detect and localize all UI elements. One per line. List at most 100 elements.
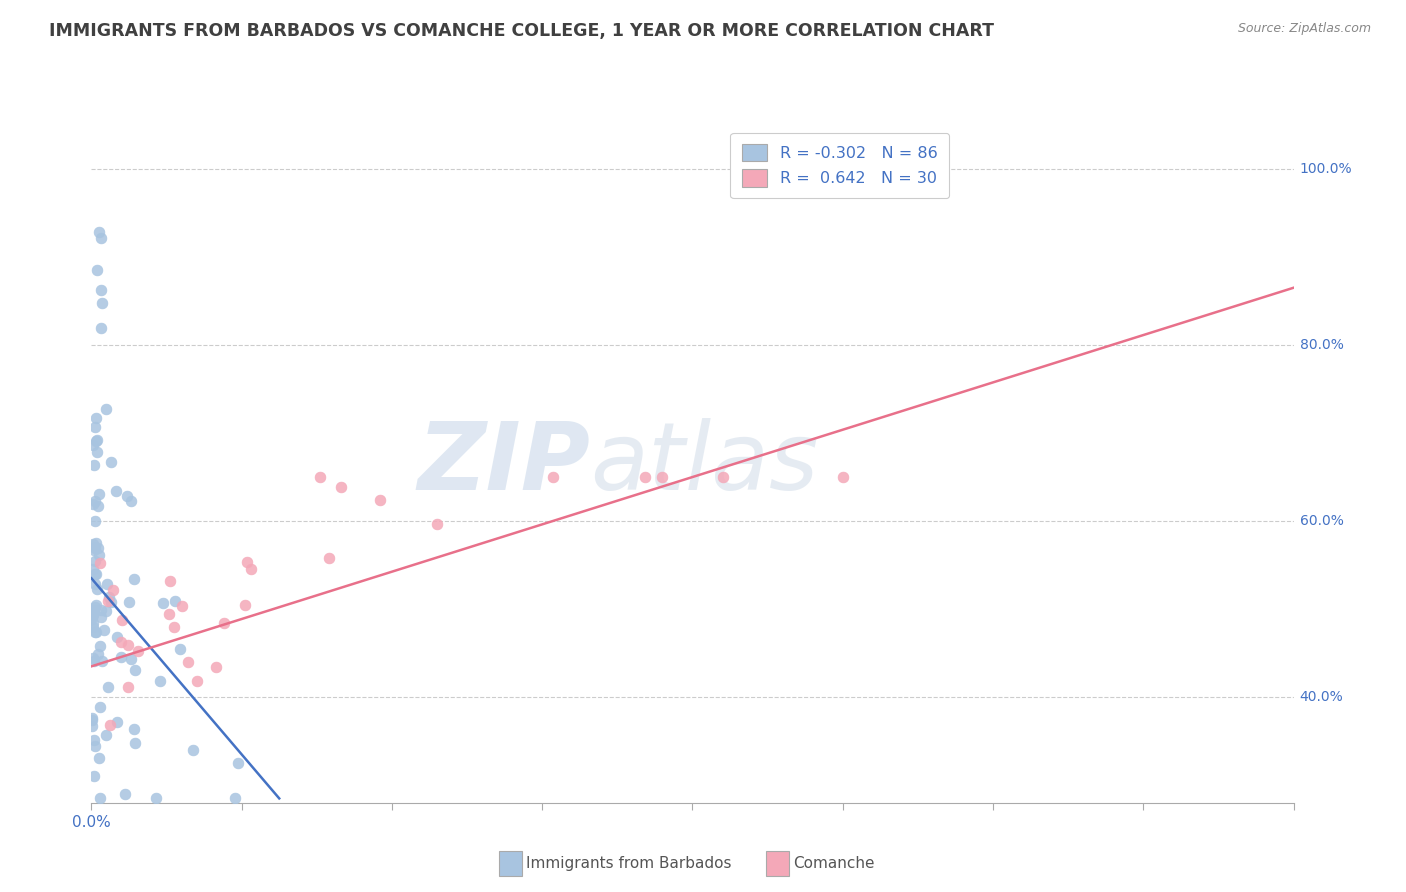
Point [127, 644, 149, 658]
Point [80, 711, 103, 725]
Point [83, 769, 105, 783]
Point [157, 607, 180, 621]
Point [82, 651, 104, 665]
Text: ZIP: ZIP [418, 417, 591, 510]
Text: Immigrants from Barbados: Immigrants from Barbados [526, 856, 731, 871]
Point [83, 599, 105, 614]
Point [84, 625, 107, 640]
Point [87, 541, 110, 556]
Point [308, 470, 330, 484]
Point [86, 434, 108, 449]
Point [84, 566, 107, 581]
Point [83, 603, 105, 617]
Point [236, 555, 259, 569]
Point [84, 536, 107, 550]
Point [120, 494, 142, 508]
Point [145, 791, 167, 805]
Point [80, 612, 103, 626]
Point [82, 713, 104, 727]
Point [98, 590, 121, 604]
Text: atlas: atlas [591, 418, 818, 509]
Text: 80.0%: 80.0% [1299, 338, 1343, 352]
Point [84, 514, 107, 528]
Point [149, 673, 172, 688]
Point [163, 620, 186, 634]
Point [84, 624, 107, 639]
Point [90, 603, 112, 617]
Point [124, 736, 146, 750]
Point [82, 562, 104, 576]
Point [89, 225, 111, 239]
Point [177, 655, 200, 669]
Point [105, 714, 128, 729]
Point [118, 595, 141, 609]
Point [330, 480, 353, 494]
Point [115, 490, 138, 504]
Point [82, 615, 104, 630]
Point [152, 595, 174, 609]
Point [101, 582, 124, 597]
Point [86, 582, 108, 596]
Point [82, 620, 104, 634]
Point [117, 680, 139, 694]
Point [169, 641, 191, 656]
Point [83, 654, 105, 668]
Point [124, 663, 146, 677]
Point [94, 728, 117, 742]
Point [543, 470, 565, 484]
Point [100, 455, 122, 469]
Point [224, 791, 246, 805]
Point [105, 484, 128, 499]
Point [120, 652, 142, 666]
Point [82, 607, 104, 622]
Point [100, 595, 122, 609]
Point [90, 231, 112, 245]
Point [89, 556, 111, 570]
Text: 100.0%: 100.0% [1299, 162, 1353, 176]
Point [84, 577, 107, 591]
Point [94, 401, 117, 416]
Point [94, 604, 117, 618]
Point [83, 419, 105, 434]
Point [87, 499, 110, 513]
Point [124, 723, 146, 737]
Text: IMMIGRANTS FROM BARBADOS VS COMANCHE COLLEGE, 1 YEAR OR MORE CORRELATION CHART: IMMIGRANTS FROM BARBADOS VS COMANCHE COL… [49, 22, 994, 40]
Point [84, 739, 107, 753]
Point [831, 470, 853, 484]
Point [97, 680, 120, 694]
Point [426, 516, 449, 531]
Point [89, 791, 111, 805]
Point [87, 548, 110, 562]
Point [84, 598, 107, 612]
Point [239, 562, 262, 576]
Point [651, 470, 673, 484]
Point [80, 719, 103, 733]
Point [83, 732, 105, 747]
Point [86, 434, 108, 448]
Point [172, 599, 194, 614]
Point [186, 673, 208, 688]
Point [96, 577, 118, 591]
Point [110, 634, 132, 648]
Text: 40.0%: 40.0% [1299, 690, 1343, 704]
Point [83, 543, 105, 558]
Point [318, 550, 340, 565]
Point [82, 438, 104, 452]
Point [80, 607, 103, 622]
Point [84, 410, 107, 425]
Point [111, 613, 134, 627]
Point [87, 487, 110, 501]
Point [89, 699, 111, 714]
Point [90, 610, 112, 624]
Point [97, 594, 120, 608]
Point [214, 616, 236, 631]
Point [84, 541, 107, 556]
Point [159, 574, 181, 588]
Point [82, 497, 104, 511]
Point [86, 263, 108, 277]
Point [204, 659, 226, 673]
Point [90, 283, 112, 297]
Point [181, 743, 204, 757]
Point [86, 445, 108, 459]
Point [90, 296, 112, 310]
